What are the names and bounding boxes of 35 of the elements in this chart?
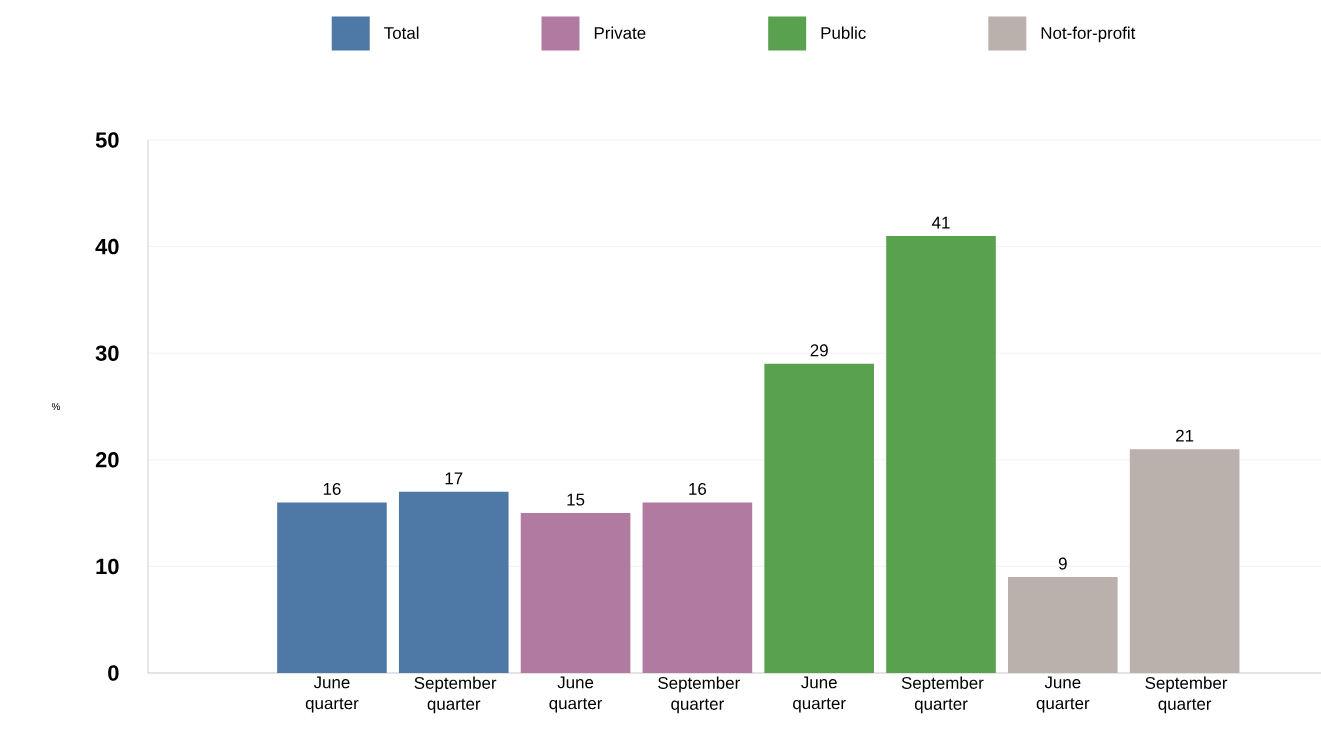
y-tick-label: 30 bbox=[95, 345, 119, 361]
x-tick-label: June quarter bbox=[1036, 676, 1090, 713]
y-axis-title: % bbox=[51, 403, 61, 410]
y-tick-label: 0 bbox=[108, 665, 119, 681]
y-tick-label: 10 bbox=[96, 558, 119, 575]
y-tick-label: 20 bbox=[95, 452, 119, 468]
y-tick-label: 40 bbox=[95, 238, 119, 255]
x-tick-label: September quarter bbox=[414, 676, 497, 714]
x-tick-label: September quarter bbox=[1145, 676, 1228, 714]
x-tick-label: September quarter bbox=[658, 676, 740, 714]
bar bbox=[1129, 449, 1240, 673]
bar bbox=[277, 502, 387, 673]
bar bbox=[764, 363, 875, 673]
bar bbox=[642, 502, 753, 673]
legend-label: Total bbox=[384, 26, 419, 39]
data-label: 9 bbox=[1058, 557, 1067, 570]
data-label: 21 bbox=[1176, 429, 1194, 442]
bar bbox=[520, 513, 631, 673]
x-tick-label: June quarter bbox=[793, 676, 846, 713]
y-tick-label: 50 bbox=[95, 132, 119, 148]
bar bbox=[1008, 577, 1118, 673]
data-label: 41 bbox=[931, 216, 950, 229]
bar bbox=[886, 235, 996, 673]
legend-label: Not-for-profit bbox=[1041, 26, 1136, 43]
x-tick-label: September quarter bbox=[901, 676, 984, 714]
data-label: 17 bbox=[445, 472, 463, 485]
data-label: 16 bbox=[689, 482, 707, 495]
legend-label: Public bbox=[821, 26, 866, 39]
data-label: 15 bbox=[567, 493, 585, 506]
bar bbox=[398, 491, 509, 673]
x-tick-label: June quarter bbox=[549, 676, 603, 713]
data-label: 16 bbox=[323, 482, 341, 495]
legend-label: Private bbox=[594, 26, 646, 39]
data-label: 29 bbox=[810, 344, 828, 357]
x-tick-label: June quarter bbox=[305, 676, 359, 713]
